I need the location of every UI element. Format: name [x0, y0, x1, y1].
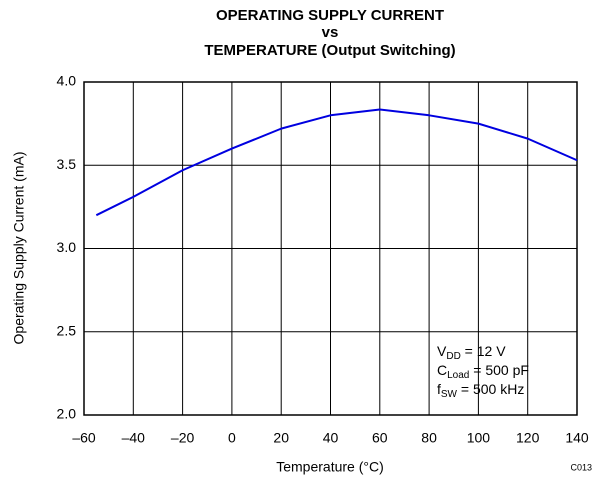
annotation-rest: = 500 pF: [469, 362, 529, 378]
x-tick-label: 40: [323, 430, 339, 446]
annotation: CLoad = 500 pF: [437, 362, 529, 381]
annotation-rest: = 12 V: [461, 343, 506, 359]
annotation-rest: = 500 kHz: [457, 381, 524, 397]
y-tick-label: 2.0: [57, 406, 77, 422]
chart-title: vs: [322, 24, 339, 41]
x-tick-label: 80: [421, 430, 437, 446]
annotation-sub: DD: [446, 351, 460, 362]
annotation-sub: SW: [441, 389, 458, 400]
x-tick-label: 140: [565, 430, 589, 446]
y-tick-label: 3.5: [57, 156, 77, 172]
x-tick-label: 100: [467, 430, 491, 446]
annotation-main: C: [437, 362, 447, 378]
figure-id: C013: [570, 462, 592, 472]
annotation-main: f: [437, 381, 441, 397]
plot-frame: [83, 81, 578, 416]
y-axis-label: Operating Supply Current (mA): [11, 152, 27, 345]
x-tick-label: 20: [273, 430, 289, 446]
annotation: VDD = 12 V: [437, 343, 506, 362]
y-tick-label: 3.0: [57, 239, 77, 255]
y-tick-label: 2.5: [57, 322, 77, 338]
x-tick-label: 120: [516, 430, 540, 446]
x-axis-label: Temperature (°C): [276, 459, 384, 475]
x-tick-label: –60: [72, 430, 96, 446]
x-tick-label: 60: [372, 430, 388, 446]
data-line: [95, 108, 578, 217]
chart-title: OPERATING SUPPLY CURRENT: [216, 7, 444, 24]
y-tick-label: 4.0: [57, 73, 77, 89]
x-tick-label: 0: [228, 430, 236, 446]
chart-title: TEMPERATURE (Output Switching): [204, 42, 455, 59]
annotation-sub: Load: [447, 370, 469, 381]
annotation: fSW = 500 kHz: [437, 381, 524, 400]
annotation-main: V: [437, 343, 447, 359]
x-tick-label: –20: [171, 430, 195, 446]
x-tick-label: –40: [122, 430, 146, 446]
